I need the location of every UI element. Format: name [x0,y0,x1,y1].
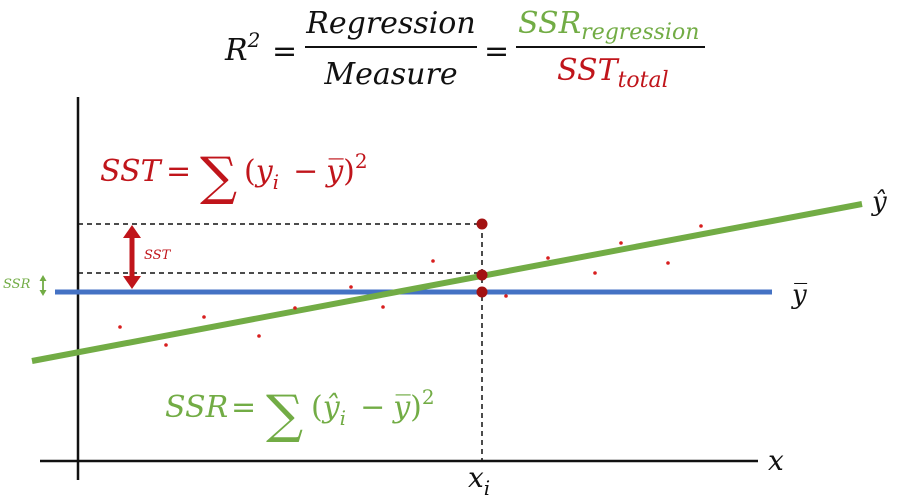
sst-arrow [123,225,141,289]
data-point [619,241,623,245]
data-point [257,334,261,338]
svg-text:SSR: SSR [165,390,228,425]
svg-text:=: = [231,390,256,425]
data-point [381,305,385,309]
data-point [666,261,670,265]
regression-line [31,201,863,364]
data-point [504,294,508,298]
svg-text:R2: R2 [224,28,260,68]
ssr-regression-term: SSRregression [518,6,699,45]
data-point [699,224,703,228]
svg-text:=: = [166,154,191,189]
observed-point [476,218,488,230]
sst-small-label: SST [144,248,172,263]
svg-text:∑: ∑ [266,385,303,445]
xi-label: xi [468,461,490,500]
formula-denominator: Measure [323,57,457,92]
yhat-label: ŷ [871,187,887,217]
svg-text:SST: SST [100,154,163,189]
data-point [546,256,550,260]
data-point [202,315,206,319]
mean-point [476,286,488,298]
data-point [349,285,353,289]
svg-text:∑: ∑ [200,147,237,207]
data-point [164,343,168,347]
ssr-small-label: SSR [3,277,31,292]
svg-text:(ŷi−y̅)2: (ŷi − y̅)2 [311,385,435,430]
sst-formula: SST = ∑ (yi − y̅)2 [100,147,368,207]
data-point [118,325,122,329]
x-axis-label: x [768,444,784,477]
r-squared-formula: R2 = Regression Measure = SSRregression … [224,6,705,93]
ybar-label: y̅ [791,280,807,310]
data-point [431,259,435,263]
scatter-points [118,224,703,347]
ssr-formula: SSR = ∑ (ŷi − y̅)2 [165,385,435,445]
sst-total-term: SSTtotal [557,53,669,93]
data-point [293,306,297,310]
formula-numerator: Regression [305,6,475,41]
svg-text:=: = [272,34,297,69]
svg-text:(yi−y̅)2: (yi − y̅)2 [244,149,368,194]
svg-text:=: = [484,34,509,69]
predicted-point [476,269,488,281]
data-point [593,271,597,275]
ssr-arrow [39,275,47,296]
